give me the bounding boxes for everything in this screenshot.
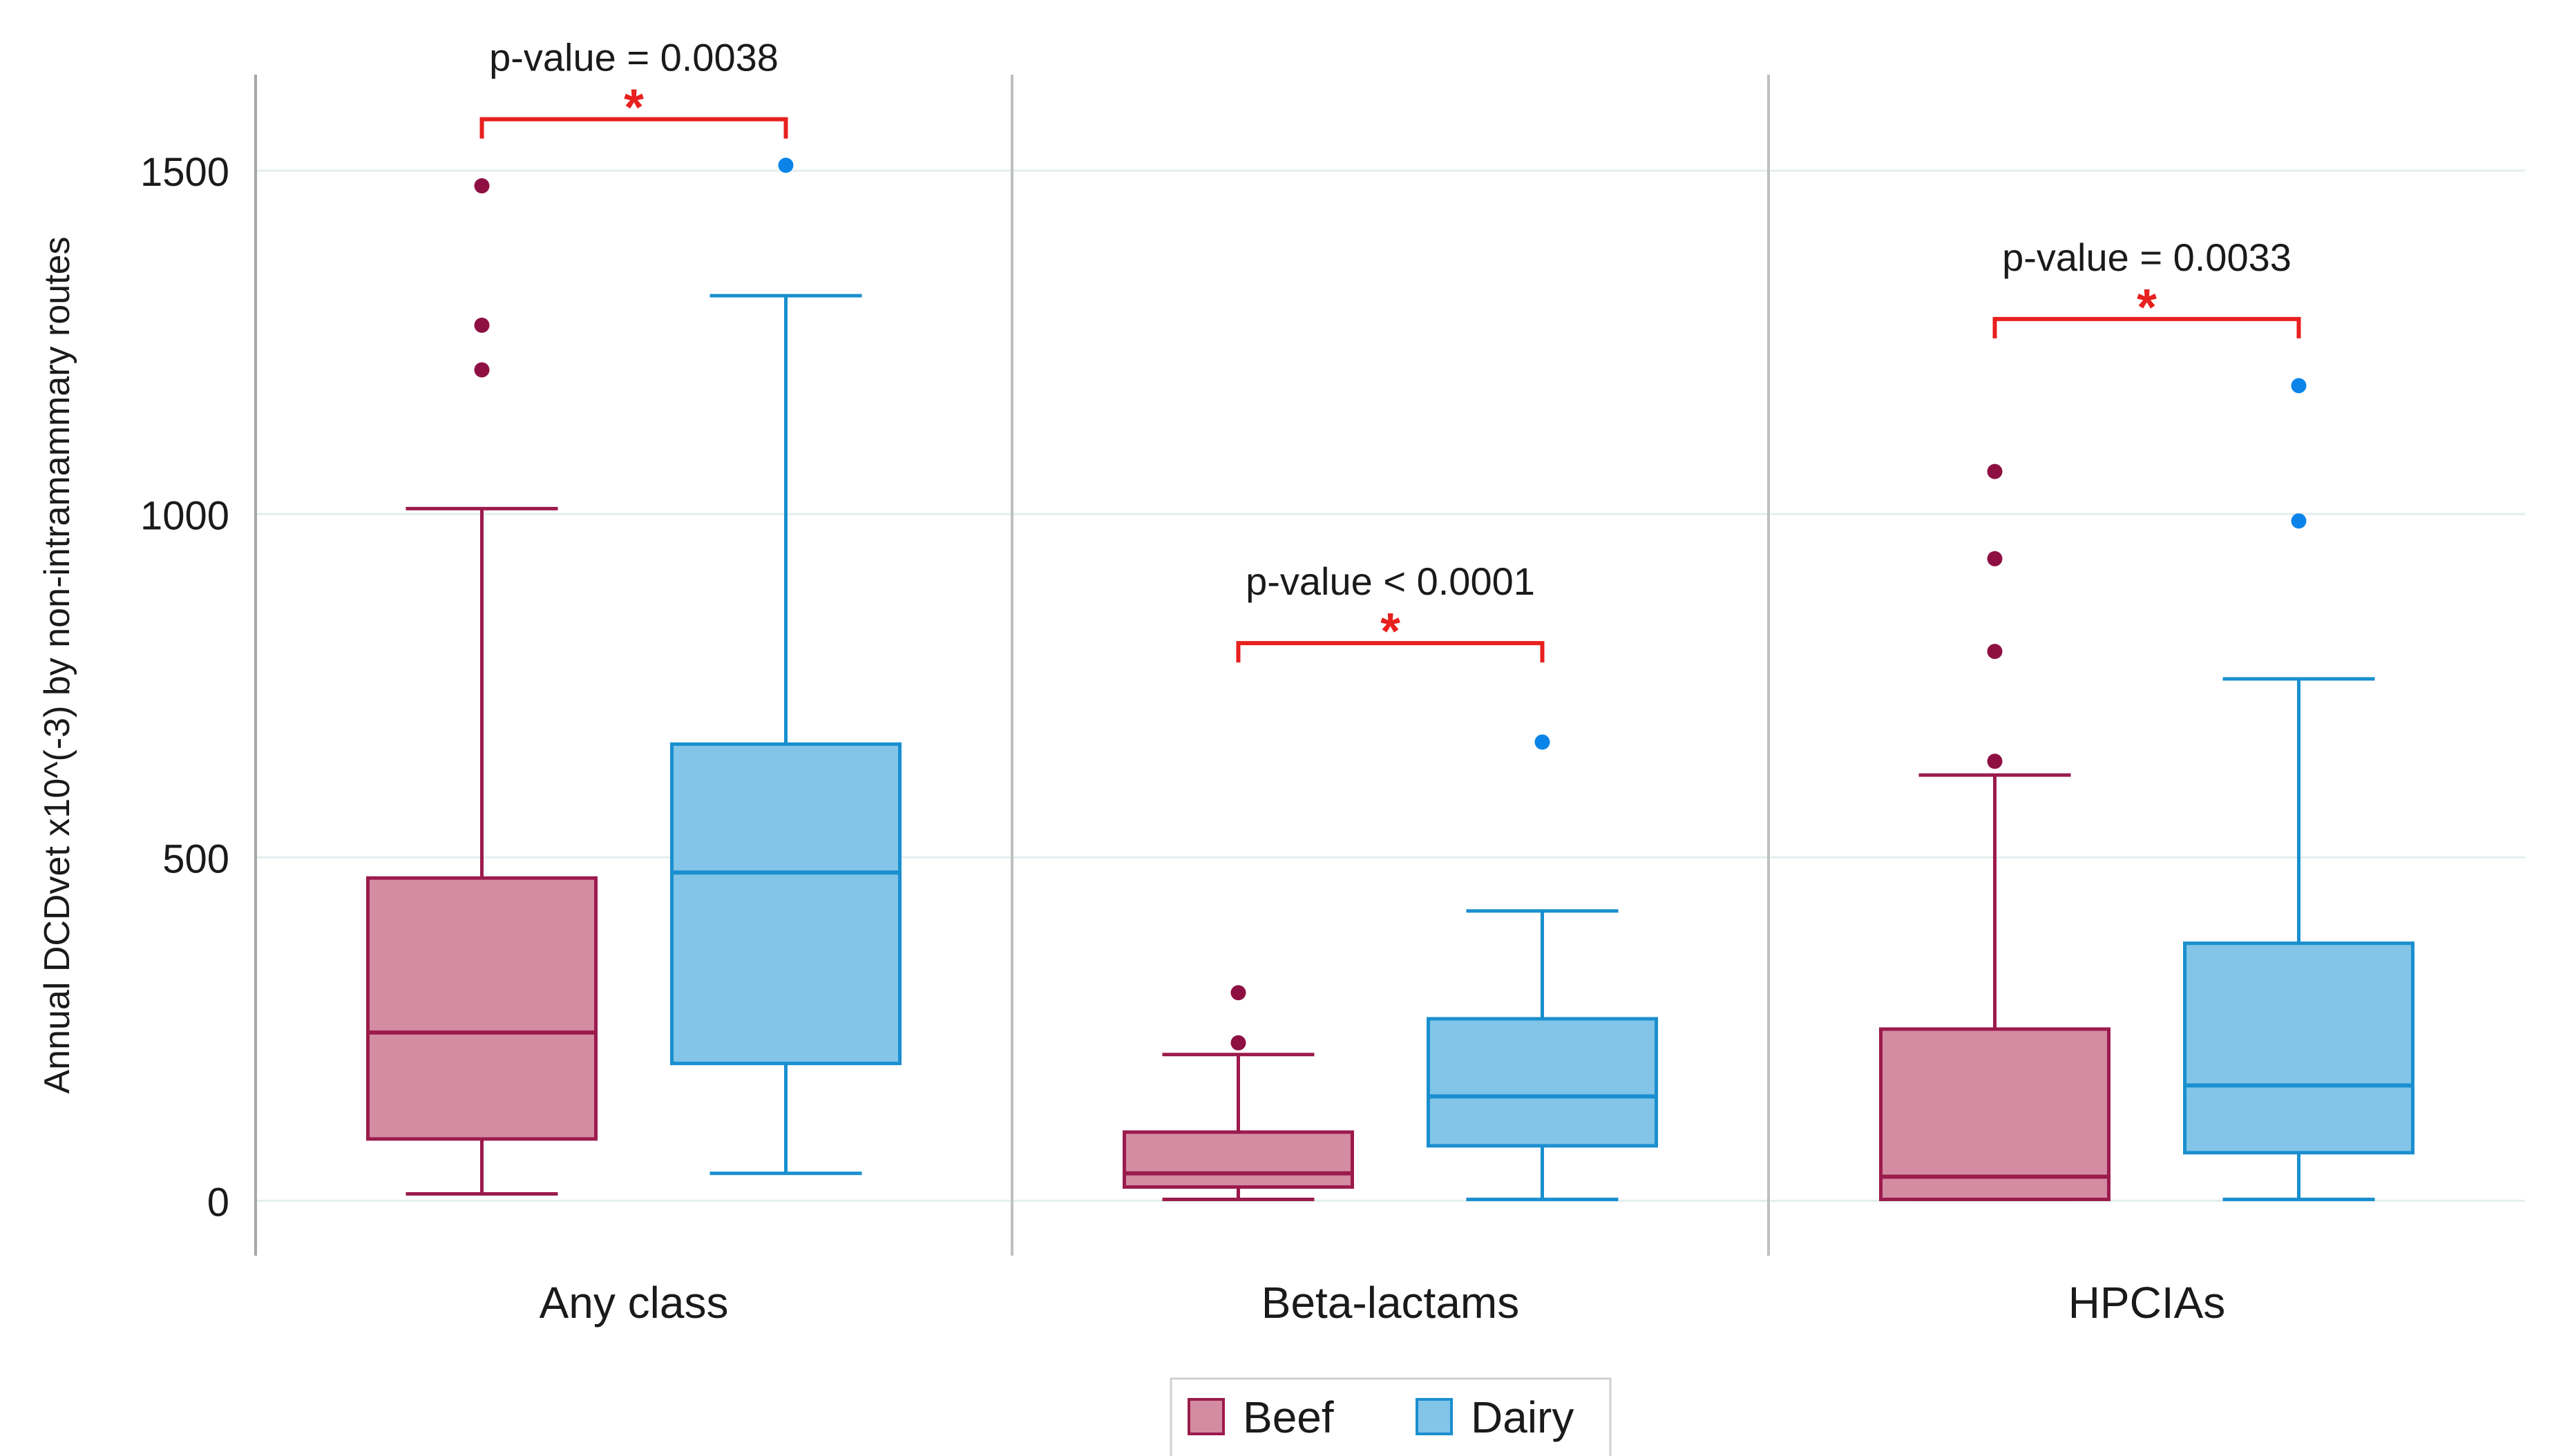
hpcias-significance-bracket xyxy=(1992,316,2301,338)
beta-lactams-beef-outlier-1 xyxy=(1230,1035,1246,1051)
hpcias-beef-outlier-3 xyxy=(1987,754,2003,769)
annotation-layer: *p-value = 0.0038*p-value < 0.0001*p-val… xyxy=(479,36,2301,663)
y-tick-label-1000: 1000 xyxy=(140,493,229,538)
x-tick-label-beta-lactams: Beta-lactams xyxy=(1261,1278,1519,1328)
beta-lactams-significance-bracket xyxy=(1236,641,1545,663)
hpcias-beef-outlier-2 xyxy=(1987,644,2003,660)
any-class-beef-box xyxy=(366,876,598,1141)
hpcias-beef-outlier-0 xyxy=(1987,463,2003,479)
legend-frame xyxy=(1170,1377,1612,1456)
y-axis-label: Annual DCDvet x10^(-3) by non-intramamma… xyxy=(37,236,77,1093)
x-tick-label-hpcias: HPCIAs xyxy=(2068,1278,2226,1328)
any-class-dairy-outlier-0 xyxy=(778,157,794,173)
y-tick-label-1500: 1500 xyxy=(140,150,229,195)
grid-layer xyxy=(256,169,2525,1202)
box-layer xyxy=(366,157,2414,1201)
beta-lactams-significance-star: * xyxy=(1380,602,1400,660)
beta-lactams-beef-outlier-0 xyxy=(1230,985,1246,1001)
any-class-significance-star: * xyxy=(624,79,644,136)
beta-lactams-beef-box xyxy=(1123,1130,1354,1189)
legend-label-dairy: Dairy xyxy=(1471,1392,1574,1442)
any-class-significance-bracket xyxy=(479,117,788,139)
hpcias-dairy-box xyxy=(2183,941,2414,1155)
x-tick-label-any-class: Any class xyxy=(540,1278,729,1328)
legend: Beef Dairy xyxy=(1170,1377,1612,1456)
any-class-beef-outlier-2 xyxy=(474,362,490,378)
y-tick-label-0: 0 xyxy=(207,1180,229,1225)
legend-label-beef: Beef xyxy=(1243,1392,1334,1442)
any-class-p-value: p-value = 0.0038 xyxy=(489,36,779,79)
hpcias-beef-outlier-1 xyxy=(1987,550,2003,566)
legend-swatch-dairy xyxy=(1416,1398,1453,1435)
hpcias-p-value: p-value = 0.0033 xyxy=(2002,236,2292,279)
legend-swatch-beef xyxy=(1188,1398,1225,1435)
beta-lactams-dairy-outlier-0 xyxy=(1534,734,1550,750)
y-tick-label-500: 500 xyxy=(162,836,229,881)
hpcias-significance-star: * xyxy=(2137,278,2157,336)
axis-layer: 0 500 1000 1500 Annual DCDvet x10^(-3) by no… xyxy=(37,150,2225,1328)
any-class-beef-outlier-0 xyxy=(474,178,490,194)
any-class-dairy-box xyxy=(670,742,902,1066)
any-class-beef-outlier-1 xyxy=(474,317,490,333)
hpcias-dairy-outlier-1 xyxy=(2291,513,2307,529)
hpcias-beef-box xyxy=(1879,1027,2111,1201)
beta-lactams-p-value: p-value < 0.0001 xyxy=(1246,559,1535,603)
hpcias-dairy-outlier-0 xyxy=(2291,378,2307,394)
beta-lactams-dairy-box xyxy=(1427,1017,1658,1148)
frame-layer xyxy=(254,75,1770,1256)
